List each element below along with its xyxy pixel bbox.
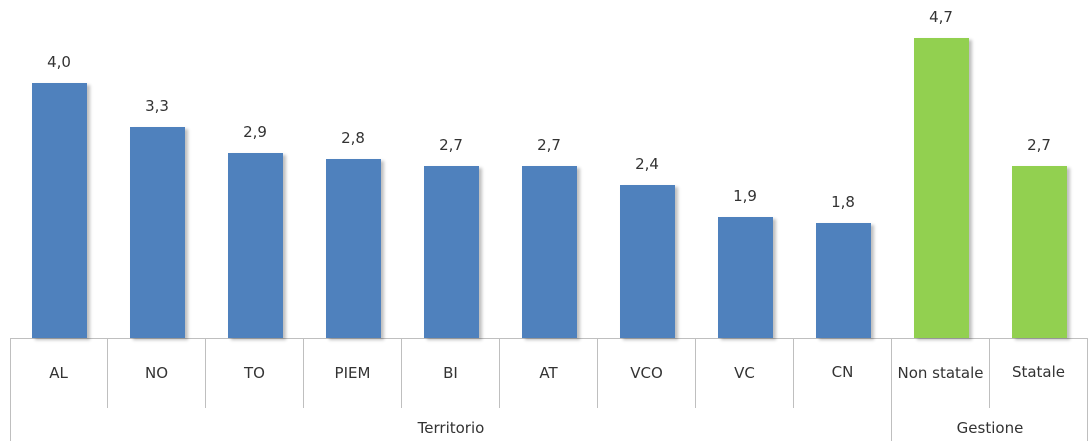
bar [423, 165, 479, 338]
value-label: 3,3 [145, 97, 169, 116]
category-label: VCO [598, 338, 696, 408]
bar [717, 216, 773, 338]
value-label: 1,8 [831, 193, 855, 212]
bar [129, 127, 185, 338]
bar [619, 184, 675, 338]
bar [913, 38, 969, 338]
value-label: 2,8 [341, 129, 365, 148]
group-label: Territorio [417, 419, 485, 437]
category-label: NO [108, 338, 206, 408]
group-label: Gestione [956, 419, 1024, 437]
value-label: 2,7 [1027, 135, 1051, 154]
value-label: 2,9 [243, 122, 267, 141]
category-label: Statale [990, 338, 1088, 441]
bar [1011, 165, 1067, 338]
bar [227, 152, 283, 338]
bar [815, 223, 871, 338]
category-label: VC [696, 338, 794, 408]
value-label: 4,0 [47, 52, 71, 71]
category-label: AT [500, 338, 598, 408]
value-label: 1,9 [733, 186, 757, 205]
category-label: TO [206, 338, 304, 408]
category-label: AL [10, 338, 108, 408]
category-label: CN [794, 338, 892, 441]
category-label: BI [402, 338, 500, 408]
category-label: Non statale [892, 338, 990, 408]
value-label: 2,7 [537, 135, 561, 154]
value-label: 2,4 [635, 154, 659, 173]
bar [521, 165, 577, 338]
left-border [10, 338, 11, 441]
category-label: PIEM [304, 338, 402, 408]
value-label: 4,7 [929, 8, 953, 26]
bar [325, 159, 381, 338]
value-label: 2,7 [439, 135, 463, 154]
axis-line [10, 338, 1088, 339]
bar [31, 82, 87, 338]
